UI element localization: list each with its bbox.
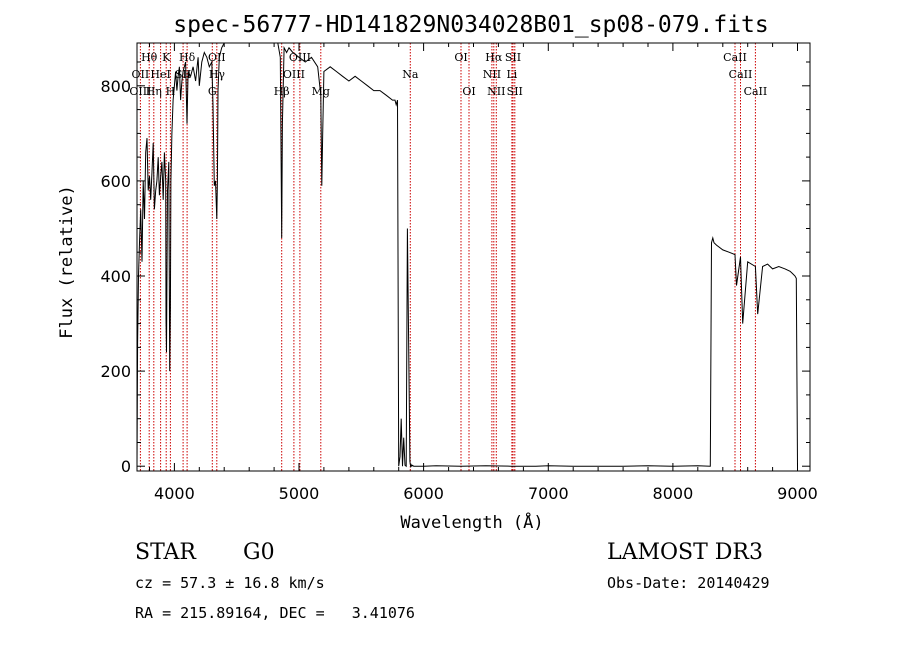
spectral-line-markers: [139, 43, 756, 471]
line-label: CaII: [723, 51, 747, 64]
x-tick-label: 5000: [279, 484, 320, 503]
line-label: K: [162, 51, 171, 64]
line-label: SII: [507, 85, 523, 98]
line-label: Li: [506, 68, 517, 81]
flux-series: [136, 42, 798, 469]
line-label: OIII: [283, 68, 305, 81]
observation-date: Obs-Date: 20140429: [607, 574, 770, 592]
line-label: Hθ: [141, 51, 158, 64]
plot-frame: [136, 42, 811, 472]
line-label: Hγ: [209, 68, 226, 81]
line-label: SII: [505, 51, 521, 64]
line-label: OIII: [129, 85, 151, 98]
line-label: Hα: [485, 51, 503, 64]
line-label: Na: [402, 68, 419, 81]
line-label: Hβ: [274, 85, 290, 98]
coordinates-readout: RA = 215.89164, DEC = 3.41076: [135, 604, 415, 622]
x-axis-label: Wavelength (Å): [400, 511, 543, 533]
object-class: STAR: [135, 540, 196, 565]
line-label: OII: [132, 68, 150, 81]
line-label: CaII: [729, 68, 753, 81]
line-label: H: [166, 85, 176, 98]
y-tick-label: 800: [100, 77, 131, 96]
spectral-subclass: G0: [243, 540, 275, 565]
x-tick-label: 4000: [154, 484, 195, 503]
line-label: Hη: [146, 85, 162, 98]
y-tick-label: 200: [100, 362, 131, 381]
chart-title: spec-56777-HD141829N034028B01_sp08-079.f…: [173, 12, 768, 38]
redshift-readout: cz = 57.3 ± 16.8 km/s: [135, 574, 325, 592]
x-tick-label: 6000: [403, 484, 444, 503]
line-label: OII: [208, 51, 226, 64]
line-label: OI: [462, 85, 475, 98]
y-axis-ticks: 0 200 400 600 800: [100, 61, 810, 476]
line-label: CaII: [744, 85, 768, 98]
x-tick-label: 9000: [777, 484, 818, 503]
x-tick-label: 8000: [653, 484, 694, 503]
x-axis-ticks: 4000 5000 6000 7000 8000 9000: [149, 43, 818, 503]
line-label: NII: [487, 85, 505, 98]
line-label: OI: [454, 51, 467, 64]
y-tick-label: 600: [100, 172, 131, 191]
survey-name: LAMOST DR3: [607, 540, 763, 565]
x-tick-label: 7000: [528, 484, 569, 503]
flux-line: [136, 42, 798, 469]
y-tick-label: 400: [100, 267, 131, 286]
line-label: Hδ: [179, 51, 196, 64]
line-label: NII: [483, 68, 501, 81]
y-axis-label: Flux (relative): [57, 185, 77, 339]
y-tick-label: 0: [121, 457, 131, 476]
line-label: HeI: [150, 68, 170, 81]
